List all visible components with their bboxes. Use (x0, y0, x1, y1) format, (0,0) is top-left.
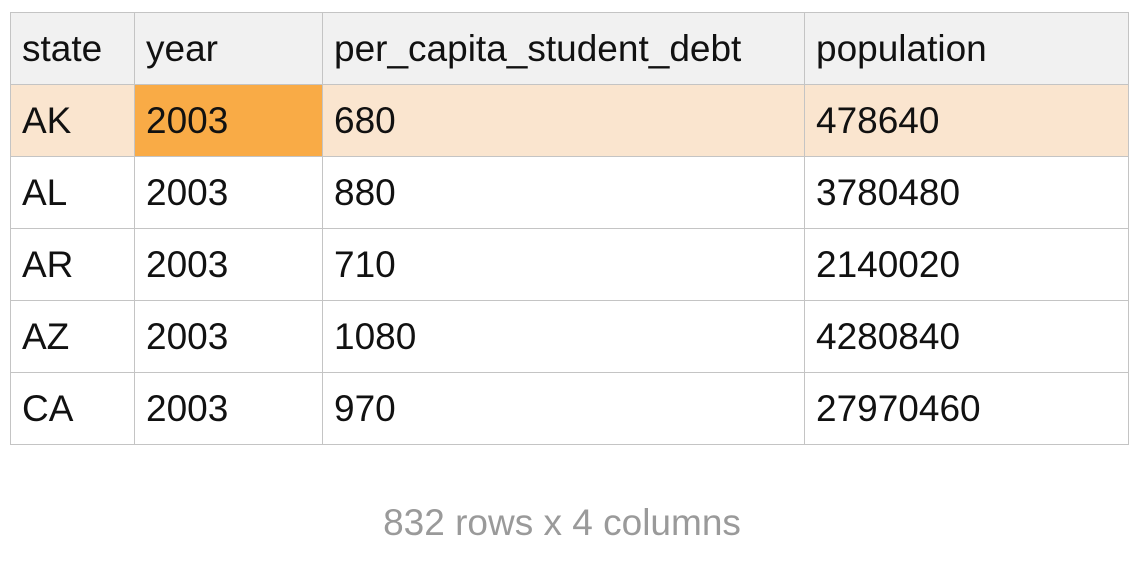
column-header-state[interactable]: state (10, 12, 135, 85)
table-cell-population[interactable]: 2140020 (804, 228, 1129, 301)
column-header-per-capita-student-debt[interactable]: per_capita_student_debt (322, 12, 805, 85)
table-cell-state[interactable]: AZ (10, 300, 135, 373)
table-cell-year[interactable]: 2003 (134, 300, 323, 373)
table-cell-population[interactable]: 4280840 (804, 300, 1129, 373)
table-cell-per-capita-student-debt[interactable]: 880 (322, 156, 805, 229)
table-cell-state[interactable]: AR (10, 228, 135, 301)
table-header-row: state year per_capita_student_debt popul… (10, 12, 1129, 85)
table-cell-state[interactable]: AL (10, 156, 135, 229)
table-cell-year-selected[interactable]: 2003 (134, 84, 323, 157)
table-shape-summary: 832 rows x 4 columns (383, 502, 741, 543)
table-cell-per-capita-student-debt[interactable]: 970 (322, 372, 805, 445)
table-row[interactable]: AL 2003 880 3780480 (10, 156, 1129, 229)
table-row[interactable]: AR 2003 710 2140020 (10, 228, 1129, 301)
table-cell-year[interactable]: 2003 (134, 372, 323, 445)
table-cell-state[interactable]: CA (10, 372, 135, 445)
table-row[interactable]: CA 2003 970 27970460 (10, 372, 1129, 445)
table-cell-population[interactable]: 478640 (804, 84, 1129, 157)
table-cell-per-capita-student-debt[interactable]: 1080 (322, 300, 805, 373)
table-cell-year[interactable]: 2003 (134, 228, 323, 301)
table-row[interactable]: AZ 2003 1080 4280840 (10, 300, 1129, 373)
table-cell-population[interactable]: 3780480 (804, 156, 1129, 229)
dataframe-table: state year per_capita_student_debt popul… (10, 12, 1129, 445)
table-cell-per-capita-student-debt[interactable]: 680 (322, 84, 805, 157)
column-header-year[interactable]: year (134, 12, 323, 85)
table-cell-population[interactable]: 27970460 (804, 372, 1129, 445)
column-header-population[interactable]: population (804, 12, 1129, 85)
table-cell-per-capita-student-debt[interactable]: 710 (322, 228, 805, 301)
table-row[interactable]: AK 2003 680 478640 (10, 84, 1129, 157)
table-cell-year[interactable]: 2003 (134, 156, 323, 229)
table-cell-state[interactable]: AK (10, 84, 135, 157)
dataframe-table-container: state year per_capita_student_debt popul… (10, 12, 1129, 445)
